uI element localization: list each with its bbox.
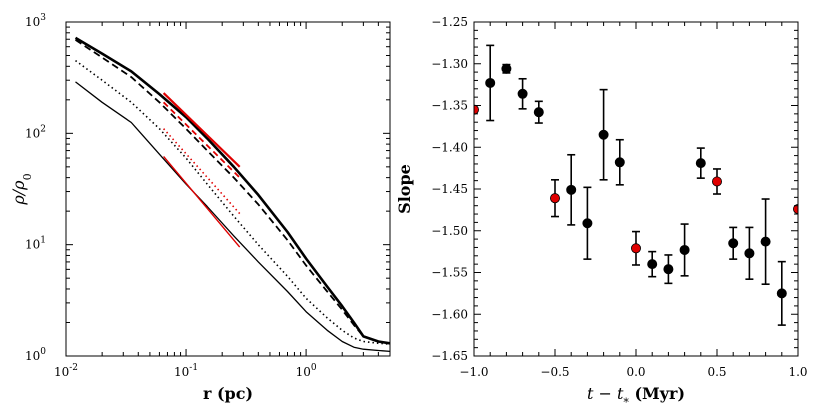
slope-point-4 bbox=[533, 107, 544, 118]
density-line-7 bbox=[163, 155, 241, 248]
right-x-label-math: t − t bbox=[587, 384, 624, 403]
slope-point-7 bbox=[582, 218, 593, 229]
slope-point-3 bbox=[517, 88, 528, 99]
slope-point-11 bbox=[647, 259, 658, 270]
right-x-tick-label: −1.0 bbox=[459, 365, 488, 379]
right-y-tick-label: −1.65 bbox=[431, 349, 468, 363]
slope-point-12 bbox=[663, 264, 674, 275]
left-x-tick-base: 10 bbox=[174, 365, 189, 379]
left-x-axis-label: r (pc) bbox=[203, 384, 253, 403]
left-x-tick-exp: -2 bbox=[69, 363, 78, 373]
left-x-tick-exp: -1 bbox=[189, 363, 198, 373]
left-y-tick-base: 10 bbox=[25, 238, 40, 252]
slope-point-0 bbox=[474, 104, 479, 115]
left-x-tick-label: 100 bbox=[296, 363, 317, 379]
left-y-tick-label: 103 bbox=[25, 13, 46, 29]
right-x-tick-label: 1.0 bbox=[788, 365, 807, 379]
slope-point-6 bbox=[566, 184, 577, 195]
slope-point-1 bbox=[485, 77, 496, 88]
right-x-label-unit: (Myr) bbox=[629, 384, 685, 403]
density-line-4 bbox=[162, 92, 241, 168]
slope-point-10 bbox=[631, 243, 642, 254]
slope-chart: −1.0 −0.5 0.0 0.5 1.0 −1.65 −1.60 −1.55 −1.50 −1.… bbox=[395, 15, 808, 409]
slope-point-15 bbox=[712, 176, 723, 187]
left-x-tick-label: 10-1 bbox=[174, 363, 198, 379]
slope-point-16 bbox=[728, 238, 739, 249]
density-line-1 bbox=[75, 39, 390, 345]
slope-point-2 bbox=[501, 63, 512, 74]
right-x-axis-label: t − t* (Myr) bbox=[587, 384, 685, 409]
slope-point-17 bbox=[744, 248, 755, 259]
right-x-tick-label: 0.0 bbox=[626, 365, 645, 379]
slope-point-8 bbox=[598, 129, 609, 140]
left-y-tick-label: 100 bbox=[25, 347, 46, 363]
left-y-tick-label: 101 bbox=[25, 236, 46, 252]
left-plot-frame bbox=[65, 21, 391, 357]
left-y-tick-label: 102 bbox=[25, 124, 46, 140]
slope-point-14 bbox=[695, 158, 706, 169]
left-y-tick-base: 10 bbox=[25, 126, 40, 140]
right-x-tick-label: 0.5 bbox=[707, 365, 726, 379]
left-x-tick-exp: 0 bbox=[311, 363, 317, 373]
left-y-label-base: ρ/ρ bbox=[9, 180, 28, 206]
right-y-tick-label: −1.35 bbox=[431, 99, 468, 113]
right-y-tick-label: −1.25 bbox=[431, 15, 468, 29]
slope-point-9 bbox=[614, 157, 625, 168]
right-y-tick-label: −1.50 bbox=[431, 224, 468, 238]
right-y-tick-label: −1.60 bbox=[431, 307, 468, 321]
left-x-tick-label: 10-2 bbox=[54, 363, 78, 379]
left-y-tick-exp: 2 bbox=[40, 124, 46, 134]
left-x-tick-base: 10 bbox=[296, 365, 311, 379]
right-axis-ticks: −1.0 −0.5 0.0 0.5 1.0 −1.65 −1.60 −1.55 −1.50 −1.… bbox=[431, 15, 807, 379]
right-x-label-sub: * bbox=[623, 396, 629, 409]
right-plot-frame bbox=[473, 21, 799, 357]
left-y-tick-exp: 3 bbox=[40, 13, 46, 23]
right-x-tick-label: −0.5 bbox=[540, 365, 569, 379]
right-y-tick-label: −1.30 bbox=[431, 57, 468, 71]
slope-point-20 bbox=[793, 204, 798, 215]
density-line-6 bbox=[163, 128, 241, 215]
left-y-label-sub: 0 bbox=[21, 173, 34, 180]
density-line-2 bbox=[75, 59, 390, 345]
right-y-tick-label: −1.55 bbox=[431, 266, 468, 280]
left-y-tick-exp: 0 bbox=[40, 347, 46, 357]
density-line-0 bbox=[74, 36, 390, 345]
right-y-tick-label: −1.40 bbox=[431, 140, 468, 154]
right-y-axis-label: Slope bbox=[395, 164, 414, 214]
slope-point-18 bbox=[760, 236, 771, 247]
slope-point-13 bbox=[679, 244, 690, 255]
slope-point-5 bbox=[550, 193, 561, 204]
density-line-5 bbox=[162, 101, 241, 179]
left-y-tick-base: 10 bbox=[25, 15, 40, 29]
left-y-axis-label: ρ/ρ0 bbox=[9, 173, 34, 205]
right-y-tick-label: −1.45 bbox=[431, 182, 468, 196]
slope-points-group bbox=[474, 44, 798, 326]
slope-point-19 bbox=[776, 288, 787, 299]
density-series-group bbox=[74, 36, 390, 353]
left-y-tick-base: 10 bbox=[25, 349, 40, 363]
density-line-3 bbox=[75, 81, 390, 353]
left-x-tick-base: 10 bbox=[54, 365, 69, 379]
left-y-tick-exp: 1 bbox=[40, 236, 46, 246]
